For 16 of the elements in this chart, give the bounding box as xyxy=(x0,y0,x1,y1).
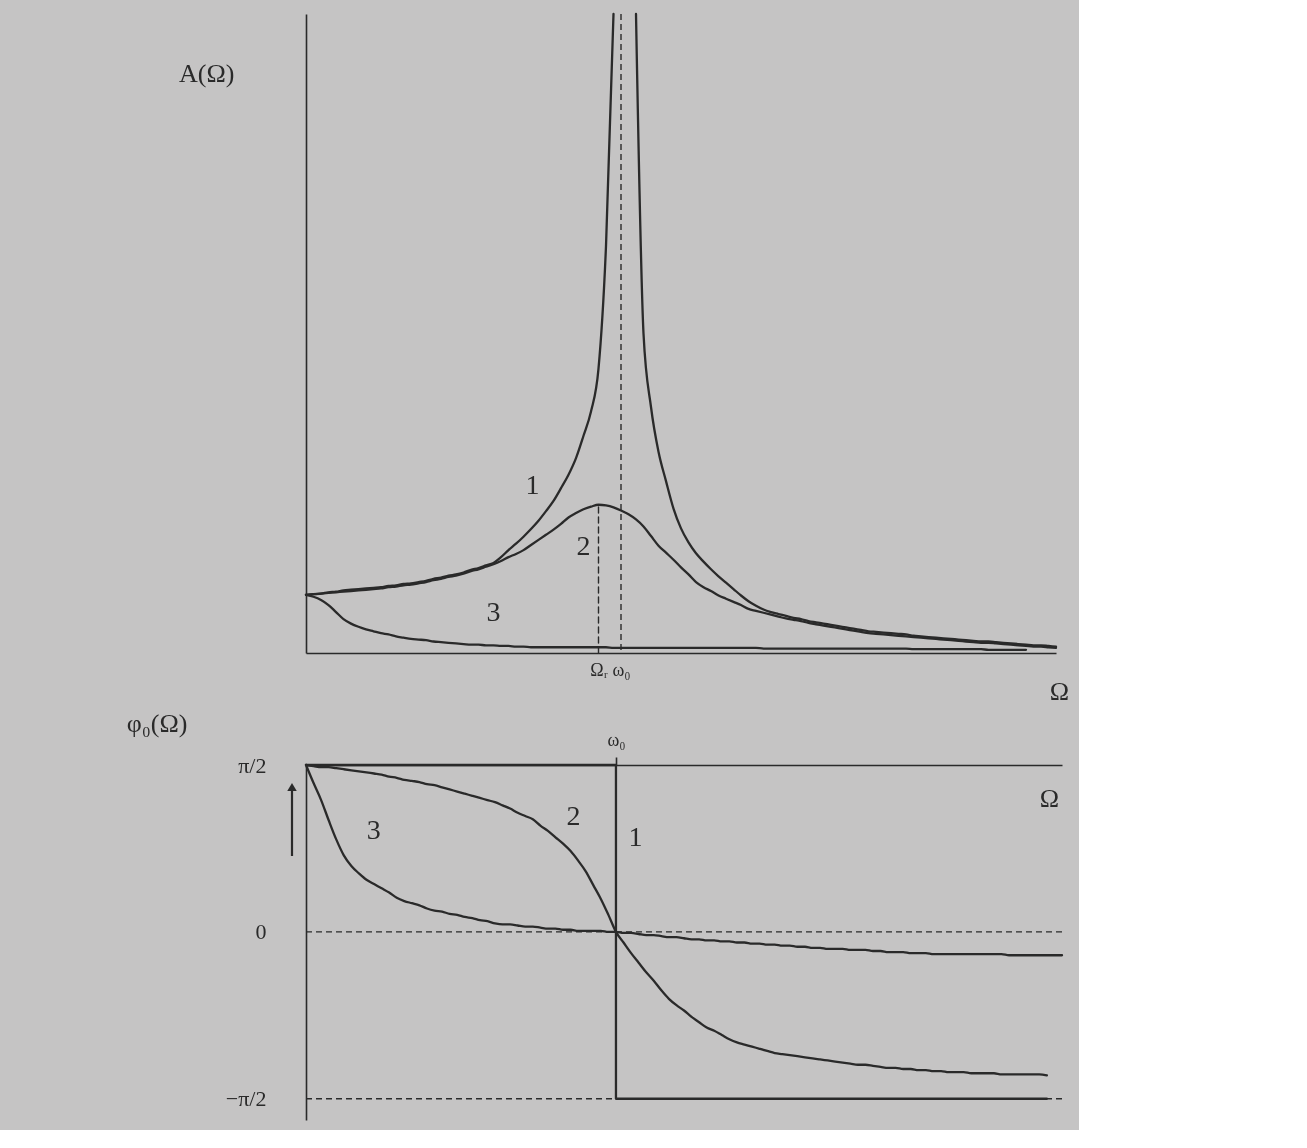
series-label: 3 xyxy=(486,596,501,628)
series-label: 1 xyxy=(525,468,540,500)
y-axis-title: φ₀(Ω) xyxy=(126,708,188,738)
x-tick-label: ω₀ xyxy=(607,729,626,750)
series-label: 2 xyxy=(576,530,591,562)
series-label: 3 xyxy=(366,814,381,846)
x-axis-title: Ω xyxy=(1049,676,1070,706)
series-label: 1 xyxy=(628,821,643,852)
x-tick-label: Ωᵣ xyxy=(590,659,608,680)
y-tick-label: 0 xyxy=(255,919,267,945)
x-tick-label: ω₀ xyxy=(612,659,631,680)
x-axis-title: Ω xyxy=(1039,783,1060,813)
y-axis-title: A(Ω) xyxy=(179,58,235,88)
series-label: 2 xyxy=(566,800,581,832)
y-tick-label: π/2 xyxy=(238,752,267,778)
y-tick-label: −π/2 xyxy=(225,1086,267,1112)
